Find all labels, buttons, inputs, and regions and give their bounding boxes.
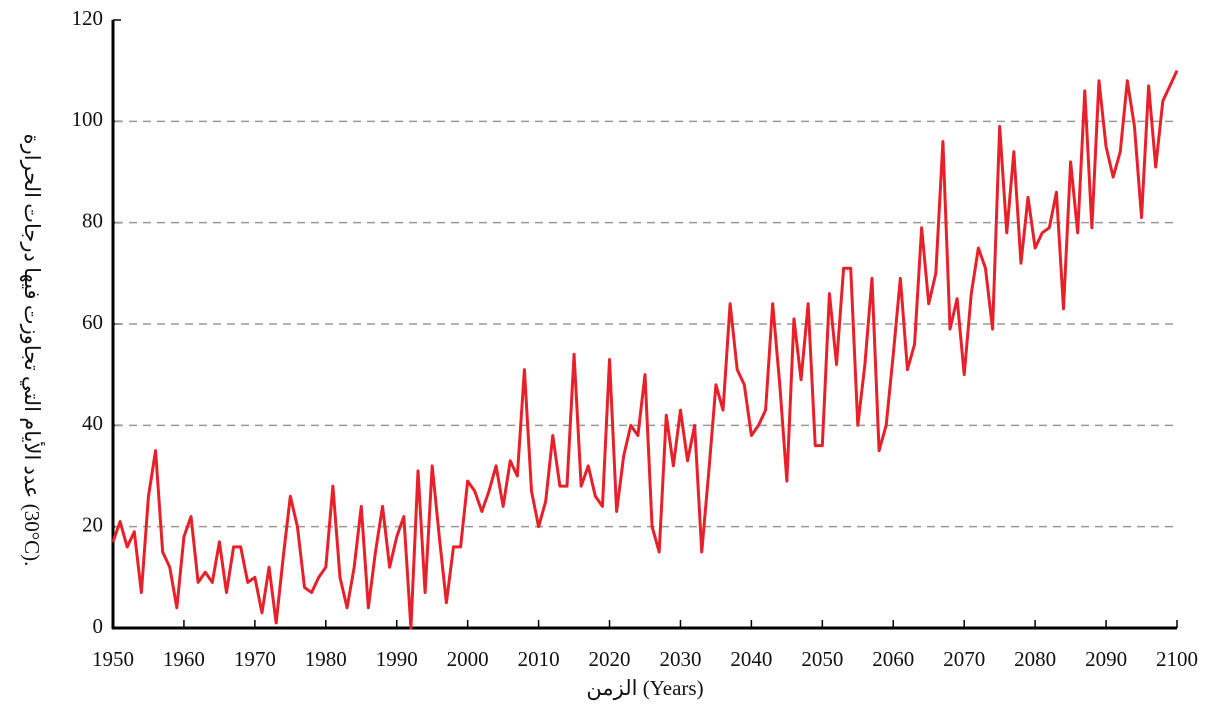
x-tick-label: 2060 (872, 647, 914, 671)
x-tick-label: 2030 (659, 647, 701, 671)
y-tick-label: 120 (72, 6, 104, 30)
y-tick-label: 40 (82, 411, 103, 435)
x-tick-label: 1960 (163, 647, 205, 671)
x-tick-label: 1950 (92, 647, 134, 671)
y-axis-label: عدد الأيام التي تجاوزت فيها درجات الحرار… (19, 134, 46, 567)
x-tick-label: 1980 (305, 647, 347, 671)
x-tick-label: 2020 (589, 647, 631, 671)
x-tick-label: 1970 (234, 647, 276, 671)
y-tick-label: 0 (93, 614, 104, 638)
y-tick-label: 100 (72, 107, 104, 131)
x-tick-label: 2090 (1085, 647, 1127, 671)
x-tick-label: 1990 (376, 647, 418, 671)
x-tick-label: 2100 (1156, 647, 1198, 671)
y-tick-label: 80 (82, 208, 103, 232)
y-tick-label: 20 (82, 512, 103, 536)
x-tick-label: 2040 (730, 647, 772, 671)
y-tick-label: 60 (82, 310, 103, 334)
x-tick-label: 2080 (1014, 647, 1056, 671)
x-tick-label: 2010 (518, 647, 560, 671)
x-tick-label: 2070 (943, 647, 985, 671)
x-tick-label: 2050 (801, 647, 843, 671)
data-line (111, 70, 1179, 630)
x-tick-label: 2000 (447, 647, 489, 671)
x-axis-label: الزمن (Years) (586, 676, 703, 701)
